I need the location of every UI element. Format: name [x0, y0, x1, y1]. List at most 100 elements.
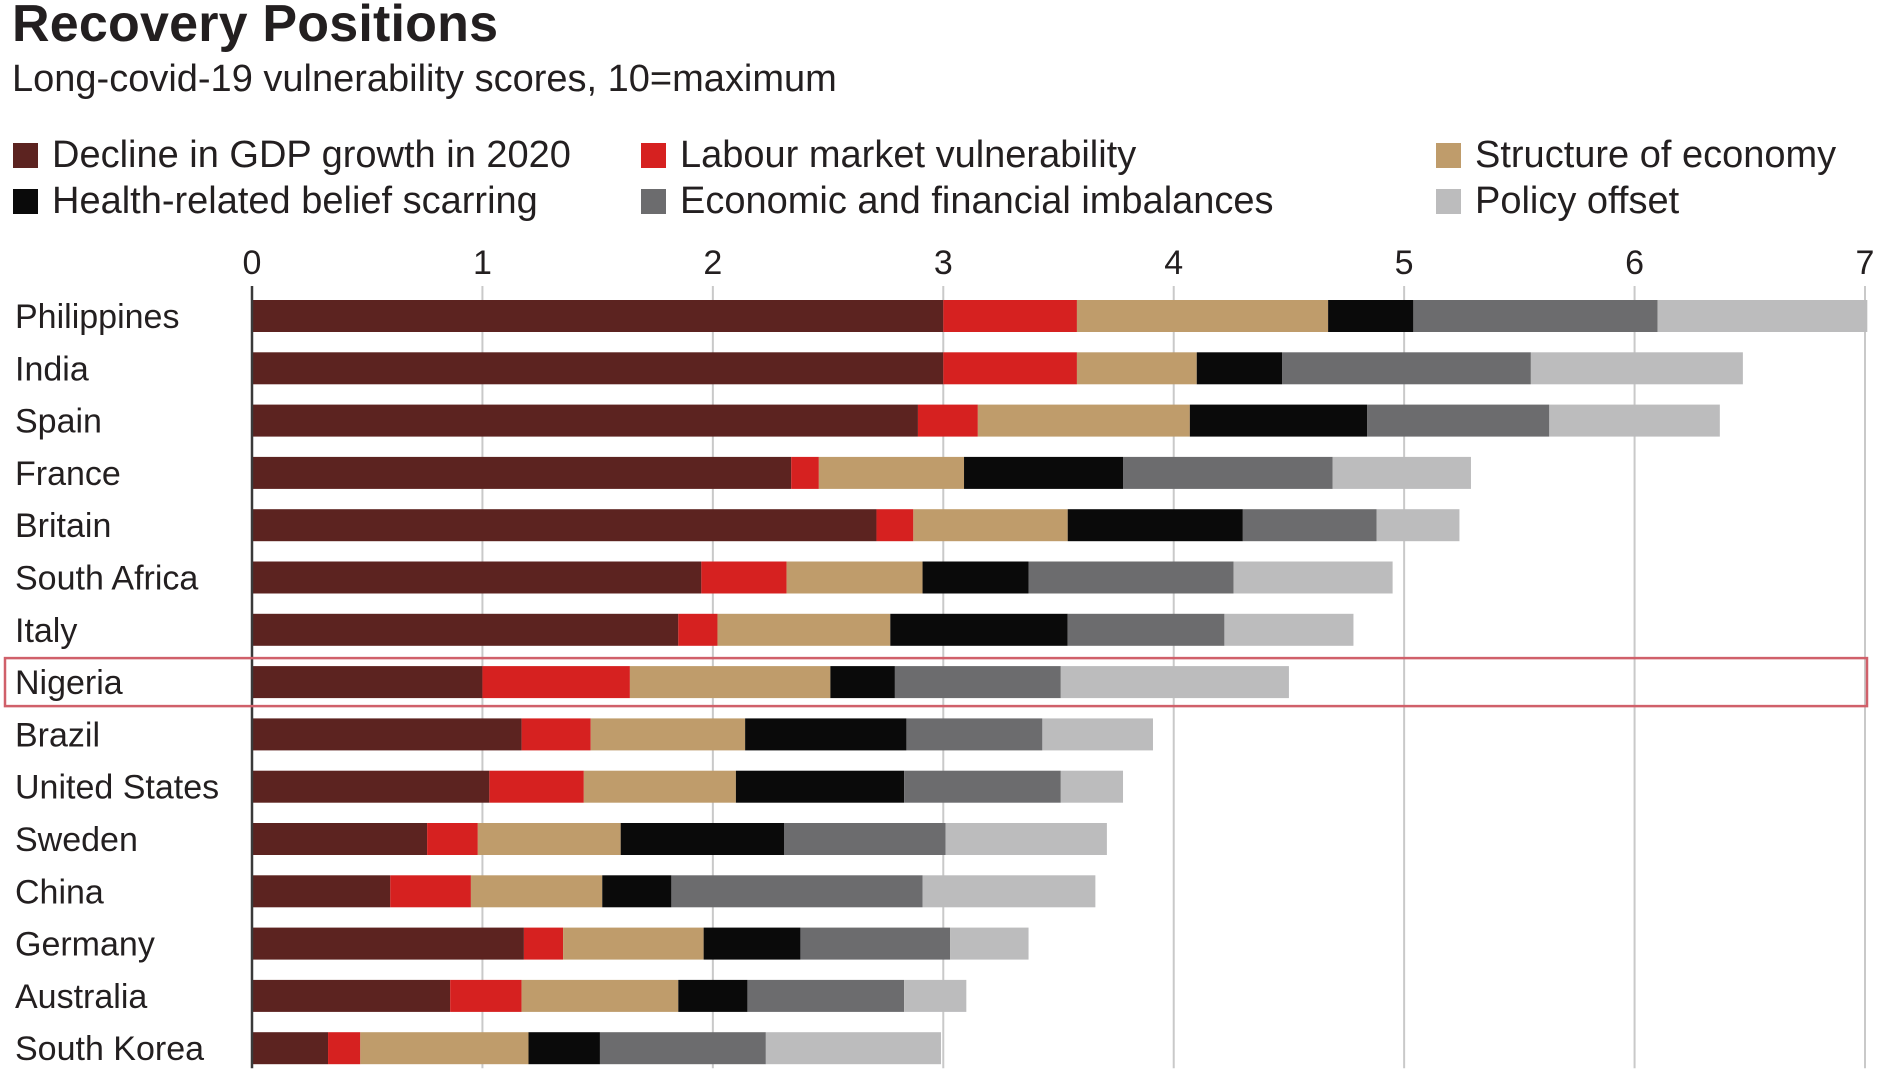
legend-label: Policy offset [1475, 179, 1680, 222]
bar-segment [360, 1032, 529, 1065]
category-label: United States [15, 769, 219, 807]
bar-row [252, 666, 1289, 699]
bar-segment [252, 927, 524, 960]
chart-title: Recovery Positions [12, 0, 499, 53]
bar-segment [1530, 352, 1743, 385]
bar-row [252, 613, 1354, 646]
chart-subtitle: Long-covid-19 vulnerability scores, 10=m… [12, 58, 837, 100]
bar-segment [765, 1032, 941, 1065]
category-label: South Korea [15, 1030, 204, 1068]
category-label: Philippines [15, 298, 179, 336]
bar-segment [1060, 666, 1289, 699]
bar-segment [717, 613, 891, 646]
bar-segment [922, 875, 1096, 908]
bar-segment [830, 666, 895, 699]
legend-label: Labour market vulnerability [680, 133, 1137, 176]
bar-segment [917, 404, 978, 437]
category-label: Spain [15, 403, 102, 441]
x-tick-label: 7 [1856, 244, 1875, 282]
bar-row [252, 875, 1096, 908]
x-tick-label: 0 [243, 244, 262, 282]
category-label: Brazil [15, 716, 100, 754]
bar-segment [1224, 613, 1354, 646]
x-tick-label: 1 [473, 244, 492, 282]
bar-segment [252, 561, 702, 594]
bar-segment [252, 666, 483, 699]
bar-segment [890, 613, 1068, 646]
bar-segment [1657, 300, 1868, 332]
bar-row [252, 927, 1029, 960]
bar-segment [1067, 613, 1225, 646]
bar-segment [252, 352, 944, 385]
legend-swatch [1436, 142, 1461, 168]
bar-segment [904, 979, 967, 1012]
bar-segment [904, 770, 1061, 803]
category-label: Britain [15, 507, 111, 545]
bar-segment [523, 927, 564, 960]
bar-segment [252, 509, 877, 542]
bar-segment [1076, 300, 1329, 332]
bars [252, 300, 1868, 1065]
x-tick-label: 6 [1625, 244, 1644, 282]
bar-segment [427, 823, 478, 855]
category-label: Italy [15, 612, 77, 650]
category-label: Sweden [15, 821, 138, 859]
bar-segment [583, 770, 736, 803]
legend-swatch [641, 188, 666, 214]
x-tick-label: 3 [934, 244, 953, 282]
x-tick-label: 4 [1164, 244, 1183, 282]
legend-label: Structure of economy [1475, 133, 1837, 176]
bar-row [252, 456, 1471, 489]
legend-item-labour-market: Labour market vulnerability [641, 133, 1136, 177]
y-axis-category-labels: Philippines India Spain France Britain South … [15, 298, 219, 1068]
bar-row [252, 823, 1107, 855]
legend-label: Economic and financial imbalances [680, 179, 1274, 222]
category-label: India [15, 350, 89, 388]
bar-segment [252, 875, 391, 908]
bar-segment [1076, 352, 1197, 385]
highlight-box-nigeria [3, 656, 1869, 708]
bar-segment [894, 666, 1061, 699]
bar-segment [800, 927, 951, 960]
bar-segment [252, 404, 918, 437]
legend-swatch [1436, 188, 1461, 214]
bar-segment [678, 613, 718, 646]
bar-segment [528, 1032, 600, 1065]
bar-segment [784, 823, 946, 855]
category-label: South Africa [15, 560, 198, 598]
bar-segment [1332, 456, 1471, 489]
bar-segment [943, 352, 1077, 385]
bar-segment [1242, 509, 1377, 542]
bar-segment [629, 666, 831, 699]
bar-segment [1376, 509, 1460, 542]
category-label: France [15, 455, 121, 493]
bar-segment [735, 770, 905, 803]
x-tick-label: 2 [703, 244, 722, 282]
bar-segment [678, 979, 748, 1012]
bar-segment [906, 718, 1043, 751]
bar-segment [252, 300, 944, 332]
category-label: China [15, 873, 104, 911]
bar-segment [1196, 352, 1283, 385]
legend-item-structure-of-economy: Structure of economy [1436, 133, 1836, 177]
x-tick-label: 5 [1395, 244, 1414, 282]
bar-segment [977, 404, 1190, 437]
bar-segment [328, 1032, 361, 1065]
x-axis-tick-labels: 0 1 2 3 4 5 6 7 [243, 244, 1875, 282]
legend-swatch [13, 188, 38, 214]
bar-segment [602, 875, 672, 908]
legend-swatch [641, 142, 666, 168]
bar-row [252, 352, 1743, 385]
legend-label: Decline in GDP growth in 2020 [52, 133, 571, 176]
bar-segment [747, 979, 905, 1012]
bar-segment [1282, 352, 1531, 385]
bar-segment [745, 718, 907, 751]
bar-row [252, 718, 1153, 751]
legend-item-health-scarring: Health-related belief scarring [13, 179, 538, 223]
bar-segment [252, 823, 428, 855]
category-label: Australia [15, 978, 147, 1016]
bar-segment [922, 561, 1029, 594]
bar-segment [470, 875, 603, 908]
bar-row [252, 770, 1124, 803]
